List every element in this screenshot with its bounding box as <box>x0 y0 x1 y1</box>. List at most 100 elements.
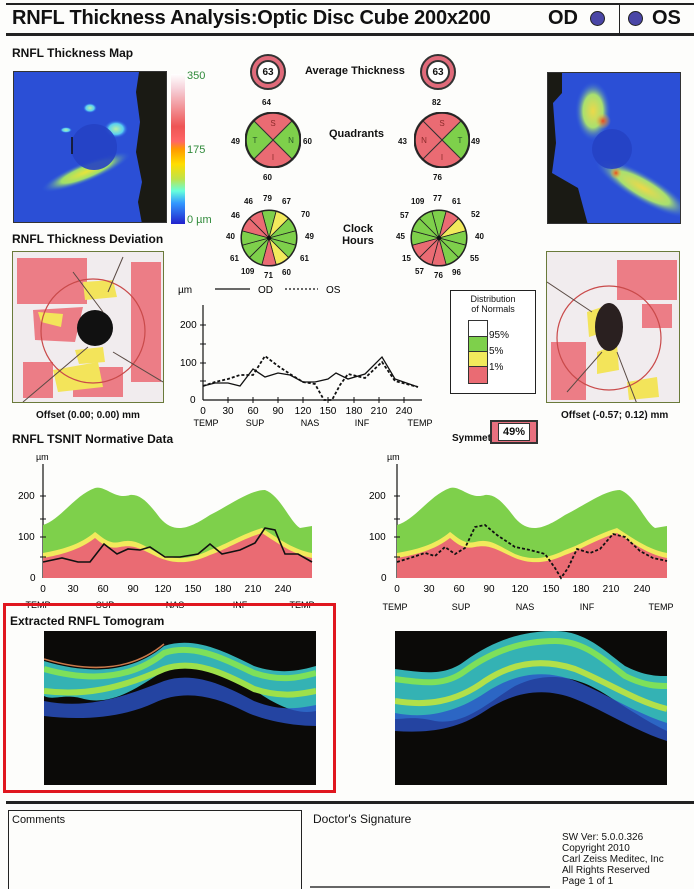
svg-text:180: 180 <box>215 584 232 595</box>
svg-text:240: 240 <box>275 584 292 595</box>
od-clock-7: 109 <box>241 267 255 276</box>
rights-text: All Rights Reserved <box>562 865 650 876</box>
average-thickness-label: Average Thickness <box>305 65 405 77</box>
svg-text:120: 120 <box>512 584 529 595</box>
svg-text:0: 0 <box>40 584 46 595</box>
legend-level-1: 1% <box>489 362 504 373</box>
svg-text:200: 200 <box>18 491 35 502</box>
os-clock-4: 55 <box>470 254 479 263</box>
svg-text:N: N <box>421 136 427 145</box>
colorbar-tick-0: 0 µm <box>187 214 212 226</box>
svg-text:100: 100 <box>18 532 35 543</box>
tsnit-comparison-chart: µm OD OS 200 100 0 0 30 60 90 120 150 180 210 24… <box>170 280 440 430</box>
svg-text:µm: µm <box>36 452 49 462</box>
os-clock-6: 76 <box>434 271 443 280</box>
od-thickness-map <box>13 71 167 223</box>
svg-text:30: 30 <box>423 584 435 595</box>
report-title: RNFL Thickness Analysis:Optic Disc Cube … <box>12 7 491 29</box>
os-clock-9: 45 <box>396 232 405 241</box>
svg-text:0: 0 <box>381 573 387 584</box>
legend-swatches <box>468 320 488 384</box>
od-clock-12: 79 <box>263 194 272 203</box>
signature-line <box>310 886 550 888</box>
sw-version: SW Ver: 5.0.0.326 <box>562 832 644 843</box>
legend-level-95: 95% <box>489 330 510 341</box>
clock-hours-label: Clock Hours <box>340 223 376 247</box>
header-bottom-rule <box>6 33 694 36</box>
od-average-thickness-ring: 63 <box>250 54 286 90</box>
svg-text:SUP: SUP <box>452 602 471 612</box>
footer-divider <box>6 801 694 804</box>
deviation-map-label: RNFL Thickness Deviation <box>12 232 164 246</box>
os-clock-3: 40 <box>475 232 484 241</box>
colorbar-tick-175: 175 <box>187 144 206 156</box>
svg-text:60: 60 <box>247 406 259 417</box>
quadrants-label: Quadrants <box>329 128 385 140</box>
svg-text:OD: OD <box>258 285 273 296</box>
svg-text:NAS: NAS <box>516 602 535 612</box>
od-clock-8: 61 <box>230 254 239 263</box>
od-tsnit-normative-chart: µm 200 100 0 0 30 60 90 120 150 180 210 240 TEMP… <box>0 450 330 610</box>
svg-text:210: 210 <box>371 406 388 417</box>
os-label: OS <box>652 7 681 29</box>
svg-text:240: 240 <box>634 584 651 595</box>
os-clock-2: 52 <box>471 210 480 219</box>
os-quadrant-s-value: 82 <box>432 98 441 107</box>
svg-text:150: 150 <box>543 584 560 595</box>
os-tomogram-image <box>395 631 667 785</box>
svg-text:TEMP: TEMP <box>382 602 407 612</box>
os-deviation-map <box>546 251 680 403</box>
od-eye-icon <box>590 11 605 26</box>
od-clock-3: 49 <box>305 232 314 241</box>
tomogram-highlight-box <box>3 603 336 793</box>
thickness-map-label: RNFL Thickness Map <box>12 46 134 60</box>
svg-text:60: 60 <box>97 584 109 595</box>
tsnit-normative-label: RNFL TSNIT Normative Data <box>12 432 174 446</box>
comments-box[interactable]: Comments <box>8 810 302 889</box>
svg-text:150: 150 <box>320 406 337 417</box>
os-quadrant-chart: S T I N <box>413 111 471 173</box>
od-quadrant-t-value: 49 <box>231 137 240 146</box>
os-clock-7: 57 <box>415 267 424 276</box>
svg-text:60: 60 <box>453 584 465 595</box>
software-info: SW Ver: 5.0.0.326 Copyright 2010 Carl Ze… <box>562 832 664 887</box>
od-deviation-map <box>12 251 164 403</box>
symmetry-value: 49% <box>497 423 531 441</box>
svg-text:I: I <box>441 153 443 162</box>
svg-text:TEMP: TEMP <box>648 602 673 612</box>
os-clock-10: 57 <box>400 211 409 220</box>
svg-text:240: 240 <box>396 406 413 417</box>
od-label: OD <box>548 7 578 29</box>
os-quadrant-n-value: 43 <box>398 137 407 146</box>
svg-text:210: 210 <box>245 584 262 595</box>
svg-text:SUP: SUP <box>246 418 265 428</box>
os-average-thickness-ring: 63 <box>420 54 456 90</box>
doctor-signature-label: Doctor's Signature <box>313 812 412 826</box>
header-top-rule <box>6 3 694 5</box>
svg-text:INF: INF <box>355 418 370 428</box>
svg-text:200: 200 <box>180 320 197 331</box>
os-clock-8: 15 <box>402 254 411 263</box>
svg-text:N: N <box>288 136 294 145</box>
os-clock-11: 109 <box>411 197 425 206</box>
colorbar-tick-350: 350 <box>187 70 206 82</box>
svg-text:0: 0 <box>190 395 196 406</box>
svg-text:T: T <box>458 136 463 145</box>
os-tsnit-normative-chart: µm 200 100 0 0 30 60 90 120 150 180 210 240 TEMP… <box>355 450 685 615</box>
svg-text:90: 90 <box>272 406 284 417</box>
legend-swatch-red <box>469 367 487 383</box>
svg-text:0: 0 <box>30 573 36 584</box>
os-average-thickness-value: 63 <box>426 60 450 84</box>
od-quadrant-chart: S N I T <box>244 111 302 173</box>
svg-text:120: 120 <box>295 406 312 417</box>
symmetry-box: 49% <box>490 420 538 444</box>
svg-text:200: 200 <box>369 491 386 502</box>
svg-text:180: 180 <box>573 584 590 595</box>
svg-text:30: 30 <box>67 584 79 595</box>
svg-text:210: 210 <box>603 584 620 595</box>
od-average-thickness-value: 63 <box>256 60 280 84</box>
thickness-colorbar <box>171 74 185 224</box>
symmetry-label: Symmetry <box>452 433 501 444</box>
svg-text:90: 90 <box>483 584 495 595</box>
legend-title: Distribution of Normals <box>451 294 535 314</box>
